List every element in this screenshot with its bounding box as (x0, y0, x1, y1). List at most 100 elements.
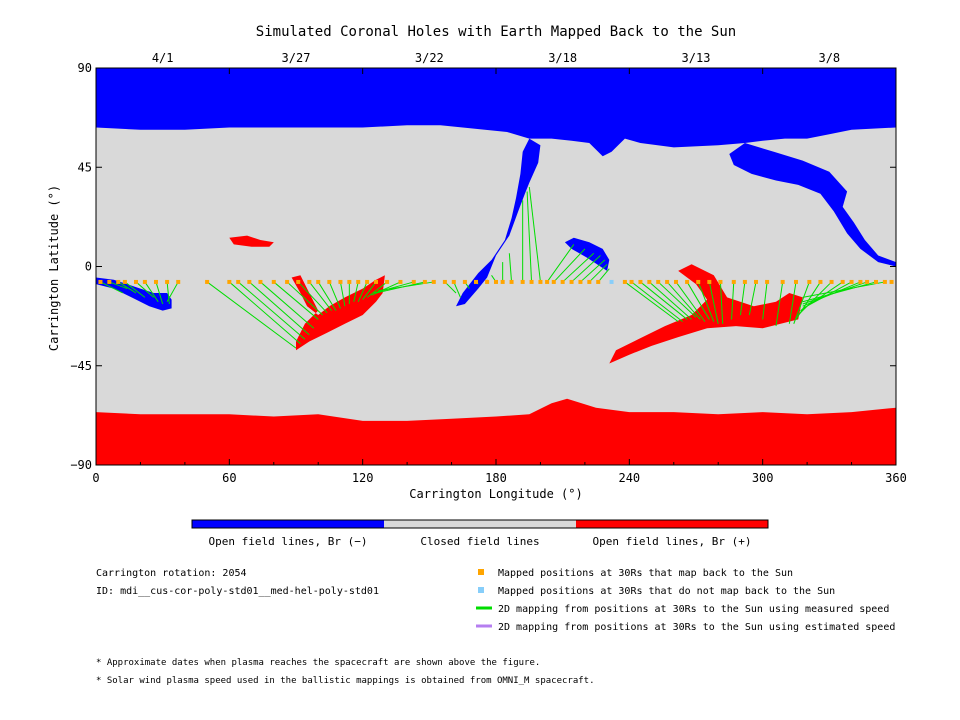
mapped-point (882, 279, 887, 284)
top-date-label: 3/27 (282, 51, 311, 65)
mapped-point (258, 279, 263, 284)
mapping-line (739, 281, 746, 316)
note-dates: * Approximate dates when plasma reaches … (96, 658, 540, 668)
mapped-point (840, 279, 845, 284)
mapping-line (802, 281, 885, 298)
mapped-point (398, 279, 403, 284)
mapped-point (858, 279, 863, 284)
mapped-point (107, 279, 112, 284)
chart-title: Simulated Coronal Holes with Earth Mappe… (256, 24, 736, 40)
mapping-line (353, 281, 359, 302)
mapped-point (818, 279, 823, 284)
mapped-point (327, 279, 332, 284)
mapping-line (373, 281, 414, 294)
mapped-point (347, 279, 352, 284)
mapped-point (596, 279, 601, 284)
mapped-point (742, 279, 747, 284)
mapping-line (793, 281, 810, 325)
mapped-point (176, 279, 181, 284)
mapped-point (538, 279, 543, 284)
region-north-tongue (456, 138, 541, 307)
mapping-line (546, 244, 575, 283)
mapping-line (588, 263, 608, 283)
mapped-point (674, 279, 678, 284)
mapping-line (135, 281, 155, 298)
top-date-label: 3/8 (818, 51, 840, 65)
legend-unmapped-label: Mapped positions at 30Rs that do not map… (498, 586, 835, 597)
mapped-point (365, 279, 370, 284)
mapped-point (656, 279, 661, 284)
colorbar-label-negative: Open field lines, Br (−) (209, 535, 368, 548)
mapped-point (431, 279, 436, 284)
mapping-line (144, 281, 159, 303)
mapped-point (116, 279, 121, 284)
mapping-lines (100, 187, 885, 349)
colorbar-closed (384, 520, 576, 528)
mapped-point (134, 279, 138, 284)
y-tick-label: 90 (78, 61, 92, 75)
mapped-point (98, 279, 103, 284)
mapping-line (686, 281, 710, 320)
mapped-point (307, 279, 312, 284)
mapped-point (529, 279, 534, 284)
mapping-line (775, 281, 784, 327)
legend-mapped-label: Mapped positions at 30Rs that map back t… (498, 568, 793, 579)
mapped-point (629, 279, 634, 284)
mapped-point (560, 279, 565, 284)
mapped-point (442, 279, 447, 284)
mapping-line (297, 281, 328, 314)
mapped-point (874, 279, 878, 284)
mapped-point (807, 279, 812, 284)
mapping-line (631, 281, 683, 323)
mapped-point (647, 279, 652, 284)
mapped-point (718, 279, 723, 284)
mapping-line (249, 281, 310, 336)
x-tick-label: 0 (92, 471, 99, 485)
mapped-point (485, 279, 490, 284)
mapped-point (500, 279, 505, 284)
mapped-point (578, 279, 583, 284)
mapped-point (754, 279, 758, 284)
mapped-point (122, 279, 127, 284)
mapping-line (453, 281, 461, 298)
mapped-point (638, 279, 643, 284)
mapped-point (587, 279, 592, 284)
x-tick-label: 360 (885, 471, 907, 485)
legend: Mapped positions at 30Rs that map back t… (476, 568, 895, 633)
mapping-line (553, 248, 586, 283)
x-tick-label: 180 (485, 471, 507, 485)
top-date-label: 4/1 (152, 51, 174, 65)
mapped-point (247, 279, 252, 284)
top-date-label: 3/18 (548, 51, 577, 65)
mapped-point (685, 279, 690, 284)
mapped-point (474, 279, 478, 284)
y-axis-ticks: 90 45 0 −45 −90 (70, 61, 896, 472)
x-tick-label: 300 (752, 471, 774, 485)
y-tick-label: −90 (70, 458, 92, 472)
mapping-line (526, 191, 533, 282)
x-tick-label: 60 (222, 471, 236, 485)
colorbar-label-closed: Closed field lines (420, 535, 539, 548)
mapping-line (109, 281, 128, 290)
mapped-point (765, 279, 770, 284)
mapping-line (100, 281, 123, 294)
colorbar-positive (576, 520, 768, 528)
mapping-line (719, 281, 724, 324)
mapping-line (657, 281, 697, 318)
mapping-line (697, 281, 715, 322)
region-north-polar-hole (96, 68, 896, 157)
legend-estimated-label: 2D mapping from positions at 30Rs to the… (498, 622, 895, 633)
mapping-line (124, 281, 146, 298)
mapped-point (338, 279, 343, 284)
mapped-point (794, 279, 798, 284)
mapped-point (551, 279, 556, 284)
mapping-line (328, 281, 341, 309)
mapping-line (640, 281, 688, 320)
mapped-point (356, 279, 361, 284)
top-date-label: 3/22 (415, 51, 444, 65)
carrington-rotation: Carrington rotation: 2054 (96, 568, 247, 579)
mapping-line (597, 268, 610, 283)
mapped-point (622, 279, 627, 284)
top-date-labels: 4/1 3/27 3/22 3/18 3/13 3/8 (152, 51, 840, 65)
